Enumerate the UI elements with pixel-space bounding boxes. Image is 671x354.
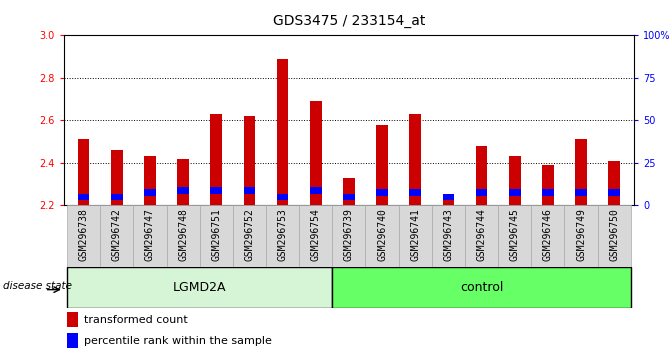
Bar — [343, 178, 355, 205]
Bar — [166, 205, 200, 267]
Bar — [399, 205, 432, 267]
Bar — [376, 125, 388, 205]
Text: GSM296738: GSM296738 — [79, 209, 89, 261]
Bar — [332, 267, 631, 308]
Text: GSM296751: GSM296751 — [211, 209, 221, 261]
Bar — [343, 194, 355, 200]
Bar — [498, 205, 531, 267]
Text: GSM296741: GSM296741 — [410, 209, 420, 261]
Bar — [233, 205, 266, 267]
Bar — [609, 161, 620, 205]
Bar — [376, 189, 388, 196]
Bar — [465, 205, 498, 267]
Bar — [310, 187, 321, 194]
Text: GSM296742: GSM296742 — [112, 209, 122, 261]
Bar — [78, 139, 89, 205]
Bar — [144, 156, 156, 205]
Bar — [277, 59, 289, 205]
Bar — [200, 205, 233, 267]
Bar — [211, 187, 222, 194]
Bar — [177, 159, 189, 205]
Text: GSM296744: GSM296744 — [476, 209, 486, 261]
Bar — [244, 116, 255, 205]
Text: transformed count: transformed count — [84, 315, 187, 325]
Bar — [575, 139, 587, 205]
Bar — [366, 205, 399, 267]
Bar — [443, 194, 454, 200]
Bar — [409, 114, 421, 205]
Bar — [332, 205, 366, 267]
Text: GSM296754: GSM296754 — [311, 209, 321, 261]
Bar — [476, 146, 487, 205]
Bar — [575, 189, 587, 196]
Text: GSM296753: GSM296753 — [278, 209, 288, 261]
Bar — [409, 189, 421, 196]
Text: disease state: disease state — [3, 281, 72, 291]
Bar — [509, 156, 521, 205]
Bar — [564, 205, 598, 267]
Bar — [144, 189, 156, 196]
Bar — [299, 205, 332, 267]
Bar — [66, 333, 78, 348]
Bar — [111, 150, 123, 205]
Text: GSM296748: GSM296748 — [178, 209, 188, 261]
Text: GSM296739: GSM296739 — [344, 209, 354, 261]
Bar — [78, 194, 89, 200]
Text: control: control — [460, 281, 503, 294]
Text: GSM296745: GSM296745 — [510, 209, 520, 261]
Text: LGMD2A: LGMD2A — [173, 281, 226, 294]
Bar — [67, 205, 100, 267]
Text: GSM296749: GSM296749 — [576, 209, 586, 261]
Bar — [277, 194, 289, 200]
Text: GSM296740: GSM296740 — [377, 209, 387, 261]
Bar — [609, 189, 620, 196]
Bar — [476, 189, 487, 196]
Bar — [266, 205, 299, 267]
Bar — [244, 187, 255, 194]
Text: GSM296750: GSM296750 — [609, 209, 619, 261]
Bar — [177, 187, 189, 194]
Text: GDS3475 / 233154_at: GDS3475 / 233154_at — [272, 14, 425, 28]
Bar — [66, 312, 78, 327]
Bar — [100, 205, 134, 267]
Bar — [542, 189, 554, 196]
Text: GSM296747: GSM296747 — [145, 209, 155, 261]
Bar — [432, 205, 465, 267]
Bar — [509, 189, 521, 196]
Bar — [443, 195, 454, 205]
Bar — [531, 205, 564, 267]
Bar — [67, 267, 332, 308]
Bar — [111, 194, 123, 200]
Bar — [211, 114, 222, 205]
Bar — [542, 165, 554, 205]
Bar — [310, 101, 321, 205]
Text: GSM296746: GSM296746 — [543, 209, 553, 261]
Text: GSM296752: GSM296752 — [244, 209, 254, 261]
Bar — [134, 205, 166, 267]
Bar — [598, 205, 631, 267]
Text: GSM296743: GSM296743 — [444, 209, 454, 261]
Text: percentile rank within the sample: percentile rank within the sample — [84, 336, 272, 346]
